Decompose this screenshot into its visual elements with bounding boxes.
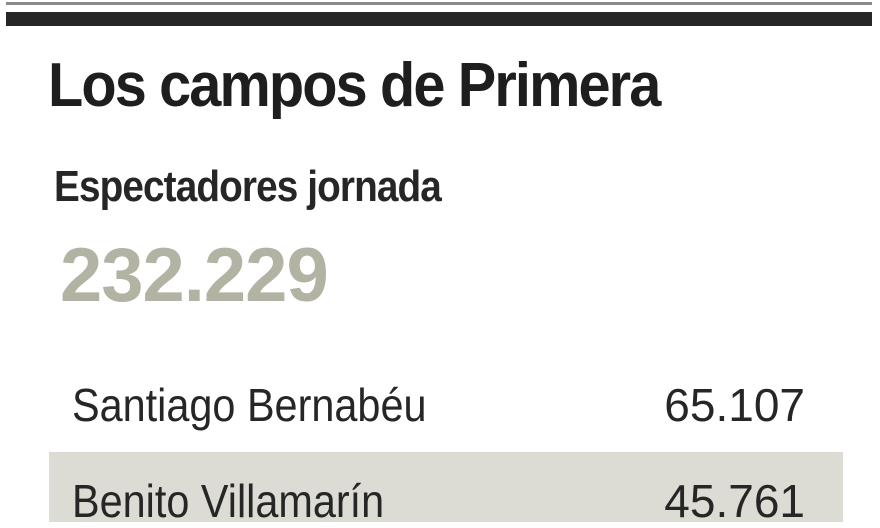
subtitle: Espectadores jornada	[54, 162, 442, 211]
spectators-value: 45.761	[664, 475, 805, 527]
spectators-value: 65.107	[664, 379, 805, 431]
table-row: Santiago Bernabéu 65.107	[49, 370, 843, 440]
page-title: Los campos de Primera	[48, 51, 661, 120]
table-row: Benito Villamarín 45.761	[49, 452, 843, 527]
top-rule-thick	[6, 12, 872, 26]
stadium-name: Benito Villamarín	[72, 475, 385, 527]
total-spectators: 232.229	[60, 233, 329, 318]
stadium-name: Santiago Bernabéu	[72, 379, 427, 431]
top-rule-thin	[6, 2, 872, 5]
